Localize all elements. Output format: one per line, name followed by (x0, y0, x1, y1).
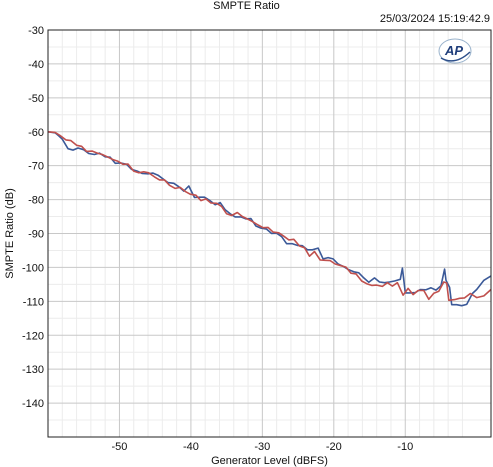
ap-logo: AP (438, 38, 472, 64)
chart-title: SMPTE Ratio (213, 0, 280, 12)
timestamp: 25/03/2024 15:19:42.9 (379, 13, 490, 25)
y-tick-label: -110 (23, 296, 44, 308)
y-tick-label: -120 (22, 330, 44, 342)
y-tick-label: -130 (22, 364, 44, 376)
x-tick-label: -10 (397, 441, 413, 453)
y-tick-label: -60 (28, 127, 44, 139)
series-line-1 (48, 131, 491, 307)
x-axis-label: Generator Level (dBFS) (211, 455, 328, 467)
x-tick-label: -50 (111, 441, 127, 453)
y-tick-label: -30 (28, 25, 44, 37)
y-tick-label: -100 (22, 262, 44, 274)
y-tick-label: -90 (28, 229, 44, 241)
x-tick-labels: -50 -40 -30 -20 -10 (111, 441, 413, 453)
y-tick-label: -80 (28, 195, 44, 207)
y-tick-label: -70 (28, 161, 44, 173)
y-tick-labels: -30 -40 -50 -60 -70 -80 -90 -100 -110 -120 -130 -14… (22, 25, 44, 410)
y-tick-label: -140 (22, 398, 44, 410)
x-tick-label: -30 (254, 441, 270, 453)
series-line-2 (48, 131, 491, 302)
y-tick-label: -50 (28, 93, 44, 105)
plot-frame (47, 29, 492, 438)
y-axis-label: SMPTE Ratio (dB) (4, 188, 16, 278)
ap-logo-text: AP (444, 43, 463, 58)
x-tick-label: -40 (183, 441, 199, 453)
x-tick-label: -20 (326, 441, 342, 453)
y-tick-label: -40 (28, 59, 44, 71)
series-lines (48, 131, 491, 307)
grid (48, 29, 492, 437)
